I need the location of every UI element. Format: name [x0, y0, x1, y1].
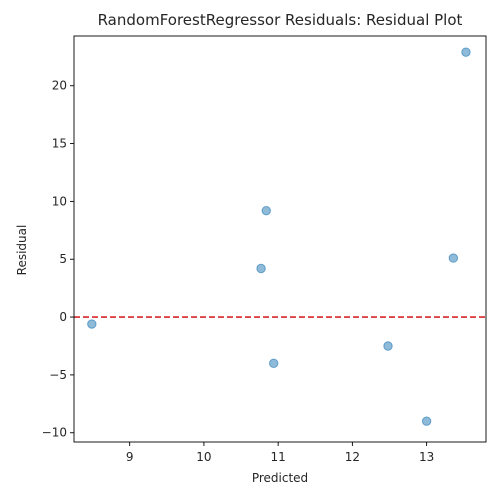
y-tick-label: 20 [52, 79, 67, 93]
x-tick-label: 11 [271, 450, 286, 464]
x-tick-label: 13 [419, 450, 434, 464]
chart-title: RandomForestRegressor Residuals: Residua… [98, 11, 463, 29]
x-tick-label: 10 [196, 450, 211, 464]
data-point [261, 205, 271, 216]
y-tick-label: −10 [42, 426, 67, 440]
data-point [256, 263, 266, 274]
x-axis-label: Predicted [252, 471, 308, 485]
y-tick-label: 0 [59, 310, 67, 324]
y-tick-label: 10 [52, 194, 67, 208]
y-tick-label: −5 [49, 368, 67, 382]
data-point [268, 358, 279, 369]
x-tick-label: 12 [345, 450, 360, 464]
y-axis-label: Residual [15, 225, 29, 276]
plot-frame [73, 35, 487, 443]
y-tick-label: 5 [59, 252, 67, 266]
data-point [383, 341, 393, 351]
data-point [421, 416, 432, 426]
x-tick-label: 9 [126, 450, 134, 464]
data-point [87, 319, 97, 329]
data-point [461, 47, 471, 57]
plot-area: 9 10 11 12 13 −10 −5 0 5 10 15 20 [42, 35, 487, 464]
y-tick-label: 15 [52, 137, 67, 151]
data-point [448, 253, 459, 263]
